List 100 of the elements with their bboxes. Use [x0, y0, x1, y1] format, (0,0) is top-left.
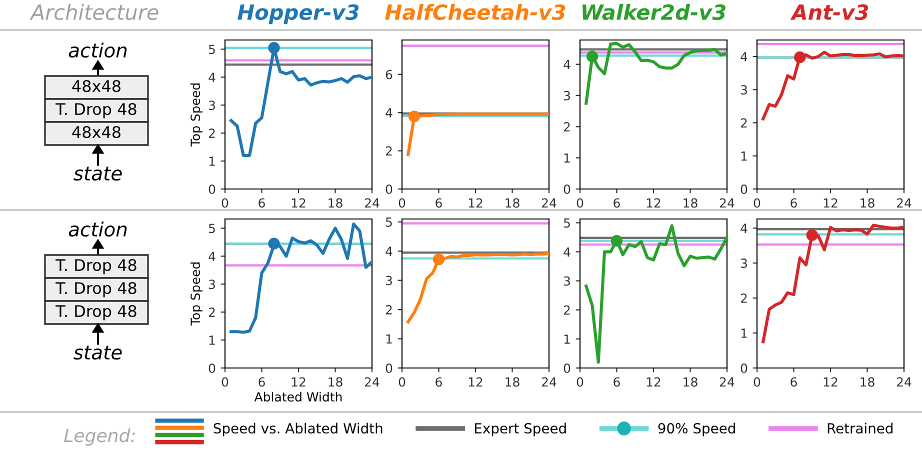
x-tick-label: 12: [646, 377, 660, 387]
y-tick-label: 4: [208, 252, 216, 261]
y-tick-label: 2: [564, 122, 570, 132]
legend-title: Legend:: [64, 428, 135, 446]
x-tick-label: 12: [824, 377, 838, 387]
x-tick-label: 6: [258, 377, 265, 387]
chart-title: Hopper-v3: [238, 4, 359, 24]
x-tick-label: 18: [328, 377, 342, 387]
y-tick-label: 2: [208, 308, 215, 317]
legend-label: Expert Speed: [475, 422, 566, 436]
y-tick-label: 2: [564, 305, 570, 315]
text: Architecture: [30, 4, 158, 20]
y-tick-label: 0: [564, 363, 570, 373]
y-axis-title: Top Speed: [190, 84, 202, 147]
legend-label: 90% Speed: [658, 422, 735, 436]
y-tick-label: 1: [564, 334, 570, 344]
x-tick-label: 12: [646, 198, 660, 208]
x-tick-label: 0: [754, 198, 760, 208]
y-tick-label: 0: [208, 184, 216, 194]
x-tick-label: 6: [436, 377, 442, 387]
text: action: [68, 222, 127, 237]
x-tick-label: 12: [824, 198, 838, 208]
text: state: [74, 346, 122, 360]
text: 48x48: [72, 80, 120, 92]
x-tick-label: 24: [364, 198, 380, 208]
x-tick-label: 0: [398, 377, 406, 387]
x-axis-title: Ablated Width: [254, 392, 342, 402]
y-tick-label: 5: [208, 44, 215, 54]
x-tick-label: 6: [258, 198, 265, 208]
y-tick-label: 4: [564, 60, 570, 70]
x-tick-label: 0: [222, 198, 228, 208]
x-tick-label: 6: [790, 198, 797, 208]
x-tick-label: 24: [542, 377, 556, 387]
y-tick-label: 3: [564, 276, 570, 286]
x-tick-label: 0: [222, 377, 228, 387]
x-tick-label: 12: [468, 198, 482, 208]
text: T. Drop 48: [56, 282, 136, 298]
y-tick-label: 0: [386, 363, 392, 373]
y-tick-label: 6: [386, 70, 392, 80]
y-tick-label: 4: [740, 224, 748, 233]
text: 48x48: [72, 126, 120, 138]
chart-title: Walker2d-v3: [582, 4, 726, 20]
y-tick-label: 1: [741, 328, 747, 338]
y-tick-label: 0: [740, 184, 748, 194]
x-tick-label: 24: [720, 377, 734, 387]
x-tick-label: 24: [896, 198, 912, 208]
y-tick-label: 0: [386, 184, 392, 194]
x-tick-label: 6: [614, 198, 620, 208]
y-tick-label: 4: [386, 108, 392, 118]
x-tick-label: 18: [506, 198, 520, 208]
y-tick-label: 4: [208, 72, 216, 82]
y-tick-label: 0: [208, 363, 216, 373]
chart-title: HalfCheetah-v3: [385, 4, 566, 20]
text: T. Drop 48: [56, 259, 136, 274]
x-tick-label: 24: [542, 198, 556, 208]
y-tick-label: 1: [386, 334, 392, 344]
x-tick-label: 24: [896, 377, 912, 387]
x-tick-label: 18: [684, 377, 698, 387]
chart-title: Ant-v3: [790, 4, 868, 20]
x-tick-label: 18: [860, 198, 874, 208]
x-tick-label: 6: [790, 377, 797, 387]
y-tick-label: 3: [208, 100, 215, 110]
y-tick-label: 1: [564, 153, 570, 163]
x-tick-label: 24: [720, 198, 734, 208]
x-tick-label: 0: [398, 198, 406, 208]
x-tick-label: 0: [754, 377, 760, 387]
text: state: [74, 166, 122, 181]
x-tick-label: 24: [364, 377, 380, 387]
x-tick-label: 0: [576, 198, 584, 208]
y-tick-label: 3: [740, 85, 747, 95]
y-tick-label: 5: [386, 218, 392, 227]
y-tick-label: 1: [209, 336, 215, 345]
legend-label: Speed vs. Ablated Width: [214, 422, 382, 436]
x-tick-label: 6: [436, 198, 442, 208]
y-tick-label: 0: [564, 184, 570, 194]
y-tick-label: 4: [386, 246, 392, 256]
x-tick-label: 18: [328, 198, 342, 208]
y-tick-label: 4: [564, 247, 570, 257]
y-tick-label: 1: [741, 152, 747, 161]
y-tick-label: 2: [740, 118, 747, 128]
y-tick-label: 0: [740, 363, 748, 373]
x-tick-label: 0: [576, 377, 584, 387]
x-tick-label: 18: [506, 377, 520, 387]
y-tick-label: 2: [386, 146, 392, 156]
y-tick-label: 3: [208, 280, 215, 290]
y-tick-label: 2: [740, 294, 747, 303]
y-tick-label: 3: [386, 276, 392, 286]
x-tick-label: 18: [860, 377, 874, 387]
y-tick-label: 1: [209, 156, 215, 166]
y-tick-label: 5: [564, 218, 570, 228]
y-tick-label: 2: [386, 305, 392, 314]
text: T. Drop 48: [56, 103, 136, 118]
legend-label: Retrained: [828, 422, 892, 434]
y-tick-label: 3: [564, 90, 570, 100]
y-tick-label: 4: [740, 52, 748, 62]
text: T. Drop 48: [56, 305, 136, 320]
text: action: [68, 42, 127, 58]
y-tick-label: 3: [740, 258, 747, 268]
y-axis-title: Top Speed: [190, 262, 202, 326]
x-tick-label: 12: [468, 377, 482, 387]
